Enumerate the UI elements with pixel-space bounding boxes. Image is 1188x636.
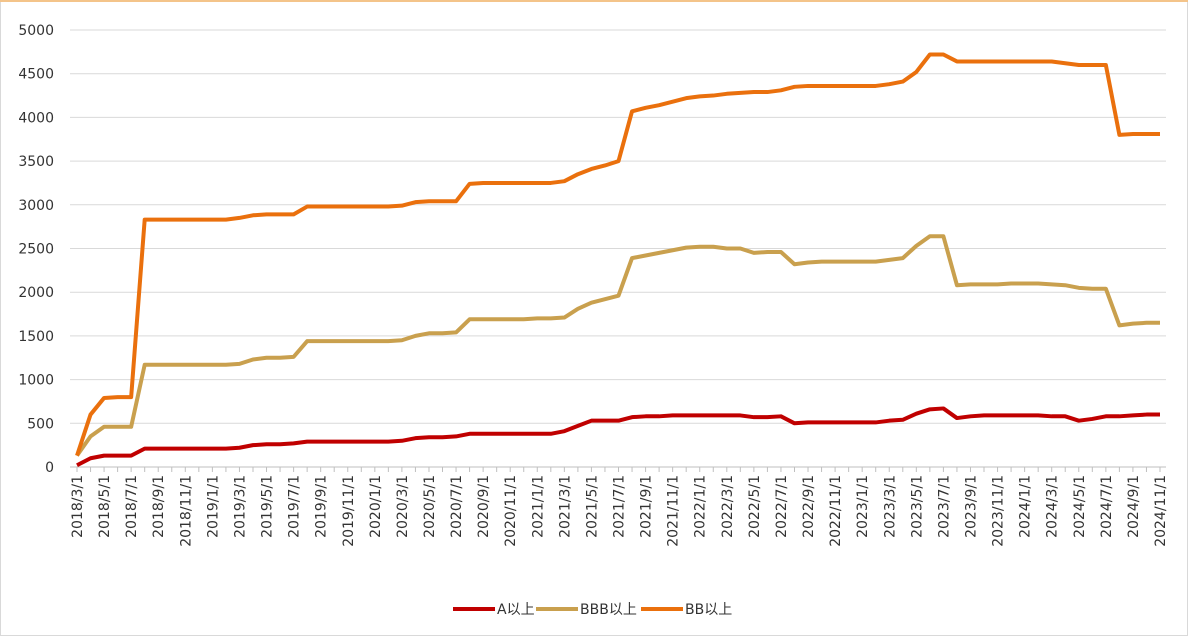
x-tick-label: 2023/1/1	[855, 475, 871, 538]
x-tick-label: 2022/3/1	[720, 475, 736, 538]
x-tick-label: 2018/9/1	[151, 475, 167, 538]
x-tick-label: 2018/5/1	[97, 475, 113, 538]
x-tick-label: 2024/1/1	[1018, 475, 1034, 538]
x-tick-label: 2024/5/1	[1072, 475, 1088, 538]
x-tick-label: 2019/11/1	[341, 475, 357, 547]
y-tick-label: 2500	[18, 242, 54, 258]
x-tick-label: 2023/5/1	[909, 475, 925, 538]
x-tick-label: 2024/11/1	[1153, 475, 1169, 547]
x-tick-label: 2024/3/1	[1045, 475, 1061, 538]
y-tick-label: 3000	[18, 198, 54, 214]
x-tick-label: 2022/11/1	[828, 475, 844, 547]
x-tick-label: 2021/1/1	[530, 475, 546, 538]
x-tick-label: 2023/9/1	[963, 475, 979, 538]
y-tick-label: 3500	[18, 154, 54, 170]
x-tick-label: 2020/11/1	[503, 475, 519, 547]
y-tick-label: 1500	[18, 329, 54, 345]
y-tick-label: 2000	[18, 285, 54, 301]
x-tick-label: 2022/7/1	[774, 475, 790, 538]
x-tick-label: 2023/3/1	[882, 475, 898, 538]
x-tick-label: 2022/1/1	[693, 475, 709, 538]
x-tick-label: 2020/7/1	[449, 475, 465, 538]
x-tick-label: 2019/5/1	[260, 475, 276, 538]
x-tick-label: 2022/9/1	[801, 475, 817, 538]
x-tick-label: 2020/5/1	[422, 475, 438, 538]
x-tick-label: 2021/7/1	[612, 475, 628, 538]
x-tick-label: 2021/3/1	[557, 475, 573, 538]
x-tick-label: 2020/9/1	[476, 475, 492, 538]
x-tick-label: 2023/7/1	[936, 475, 952, 538]
legend-label: BBB以上	[580, 602, 637, 618]
x-tick-label: 2020/3/1	[395, 475, 411, 538]
legend-label: A以上	[497, 602, 535, 618]
x-tick-label: 2021/9/1	[639, 475, 655, 538]
x-tick-label: 2018/11/1	[178, 475, 194, 547]
series-line	[75, 234, 1160, 457]
legend-label: BB以上	[685, 602, 732, 618]
x-tick-label: 2019/7/1	[287, 475, 303, 538]
series-line	[76, 406, 1160, 468]
y-tick-label: 0	[45, 460, 54, 476]
x-tick-label: 2021/11/1	[666, 475, 682, 547]
y-tick-label: 1000	[18, 373, 54, 389]
x-tick-label: 2024/7/1	[1099, 475, 1115, 538]
x-tick-label: 2024/9/1	[1126, 475, 1142, 538]
x-tick-label: 2018/3/1	[70, 475, 86, 538]
x-tick-label: 2020/1/1	[368, 475, 384, 538]
y-tick-label: 5000	[18, 23, 54, 39]
x-tick-label: 2021/5/1	[584, 475, 600, 538]
series-line	[75, 52, 1160, 457]
x-tick-label: 2019/1/1	[205, 475, 221, 538]
x-tick-label: 2018/7/1	[124, 475, 140, 538]
x-tick-label: 2022/5/1	[747, 475, 763, 538]
y-tick-label: 500	[27, 416, 54, 432]
x-tick-label: 2019/9/1	[314, 475, 330, 538]
y-tick-label: 4500	[18, 67, 54, 83]
x-tick-label: 2019/3/1	[232, 475, 248, 538]
x-tick-label: 2023/11/1	[991, 475, 1007, 547]
y-tick-label: 4000	[18, 110, 54, 126]
